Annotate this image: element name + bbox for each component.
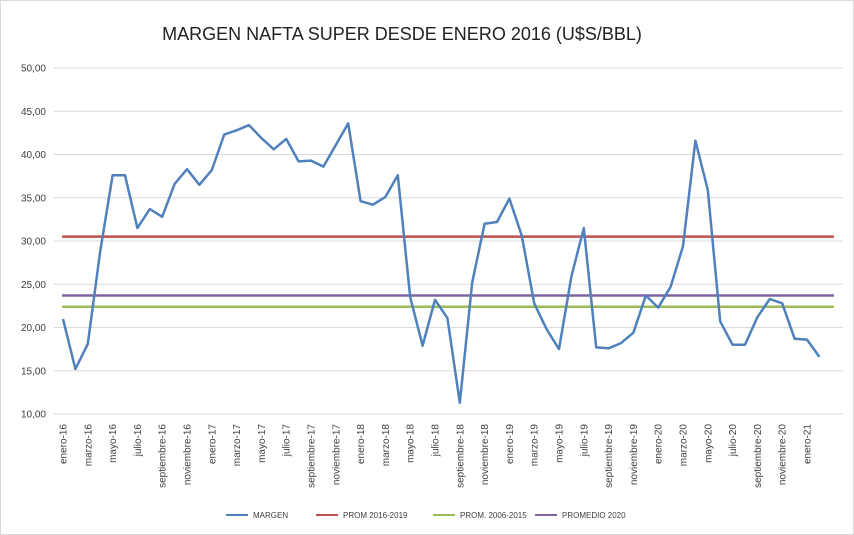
x-tick-label: noviembre-19 — [629, 424, 640, 486]
x-tick-label: noviembre-18 — [480, 424, 491, 486]
y-tick-label: 40,00 — [21, 150, 46, 161]
x-tick-label: marzo-20 — [679, 424, 690, 467]
x-tick-label: mayo-16 — [108, 424, 119, 463]
x-tick-label: septiembre-19 — [604, 424, 615, 488]
x-tick-label: marzo-19 — [530, 424, 541, 467]
x-tick-label: mayo-19 — [555, 424, 566, 463]
y-tick-label: 30,00 — [21, 237, 46, 248]
x-tick-label: mayo-20 — [703, 424, 714, 463]
x-tick-label: mayo-17 — [257, 424, 268, 463]
x-tick-label: noviembre-20 — [778, 424, 789, 486]
chart-title: MARGEN NAFTA SUPER DESDE ENERO 2016 (U$S… — [162, 24, 642, 44]
y-tick-label: 15,00 — [21, 366, 46, 377]
x-tick-label: noviembre-16 — [183, 424, 194, 486]
y-tick-label: 20,00 — [21, 323, 46, 334]
y-tick-label: 50,00 — [21, 64, 46, 75]
x-tick-label: septiembre-20 — [753, 424, 764, 488]
x-tick-label: marzo-18 — [381, 424, 392, 467]
x-tick-label: julio-20 — [728, 424, 739, 458]
x-tick-label: julio-17 — [282, 424, 293, 458]
x-tick-label: noviembre-17 — [331, 424, 342, 486]
x-tick-label: julio-18 — [431, 424, 442, 458]
x-tick-label: enero-19 — [505, 424, 516, 464]
legend-label: MARGEN — [253, 511, 288, 520]
legend-label: PROM 2016-2019 — [343, 511, 408, 520]
x-tick-label: enero-21 — [803, 424, 814, 464]
y-tick-label: 45,00 — [21, 107, 46, 118]
series-line-margen — [61, 122, 821, 405]
y-tick-label: 35,00 — [21, 193, 46, 204]
x-tick-label: enero-20 — [654, 424, 665, 464]
x-tick-label: enero-16 — [59, 424, 70, 464]
x-tick-label: enero-18 — [356, 424, 367, 464]
x-tick-label: septiembre-18 — [455, 424, 466, 488]
legend-label: PROM. 2006-2015 — [460, 511, 527, 520]
x-tick-label: septiembre-16 — [158, 424, 169, 488]
x-tick-label: enero-17 — [207, 424, 218, 464]
x-tick-label: julio-19 — [579, 424, 590, 458]
x-tick-label: marzo-16 — [83, 424, 94, 467]
x-tick-label: mayo-18 — [406, 424, 417, 463]
x-tick-label: marzo-17 — [232, 424, 243, 467]
y-tick-label: 25,00 — [21, 280, 46, 291]
x-tick-label: septiembre-17 — [307, 424, 318, 488]
legend-label: PROMEDIO 2020 — [562, 511, 626, 520]
x-tick-label: julio-16 — [133, 424, 144, 458]
y-tick-label: 10,00 — [21, 410, 46, 421]
